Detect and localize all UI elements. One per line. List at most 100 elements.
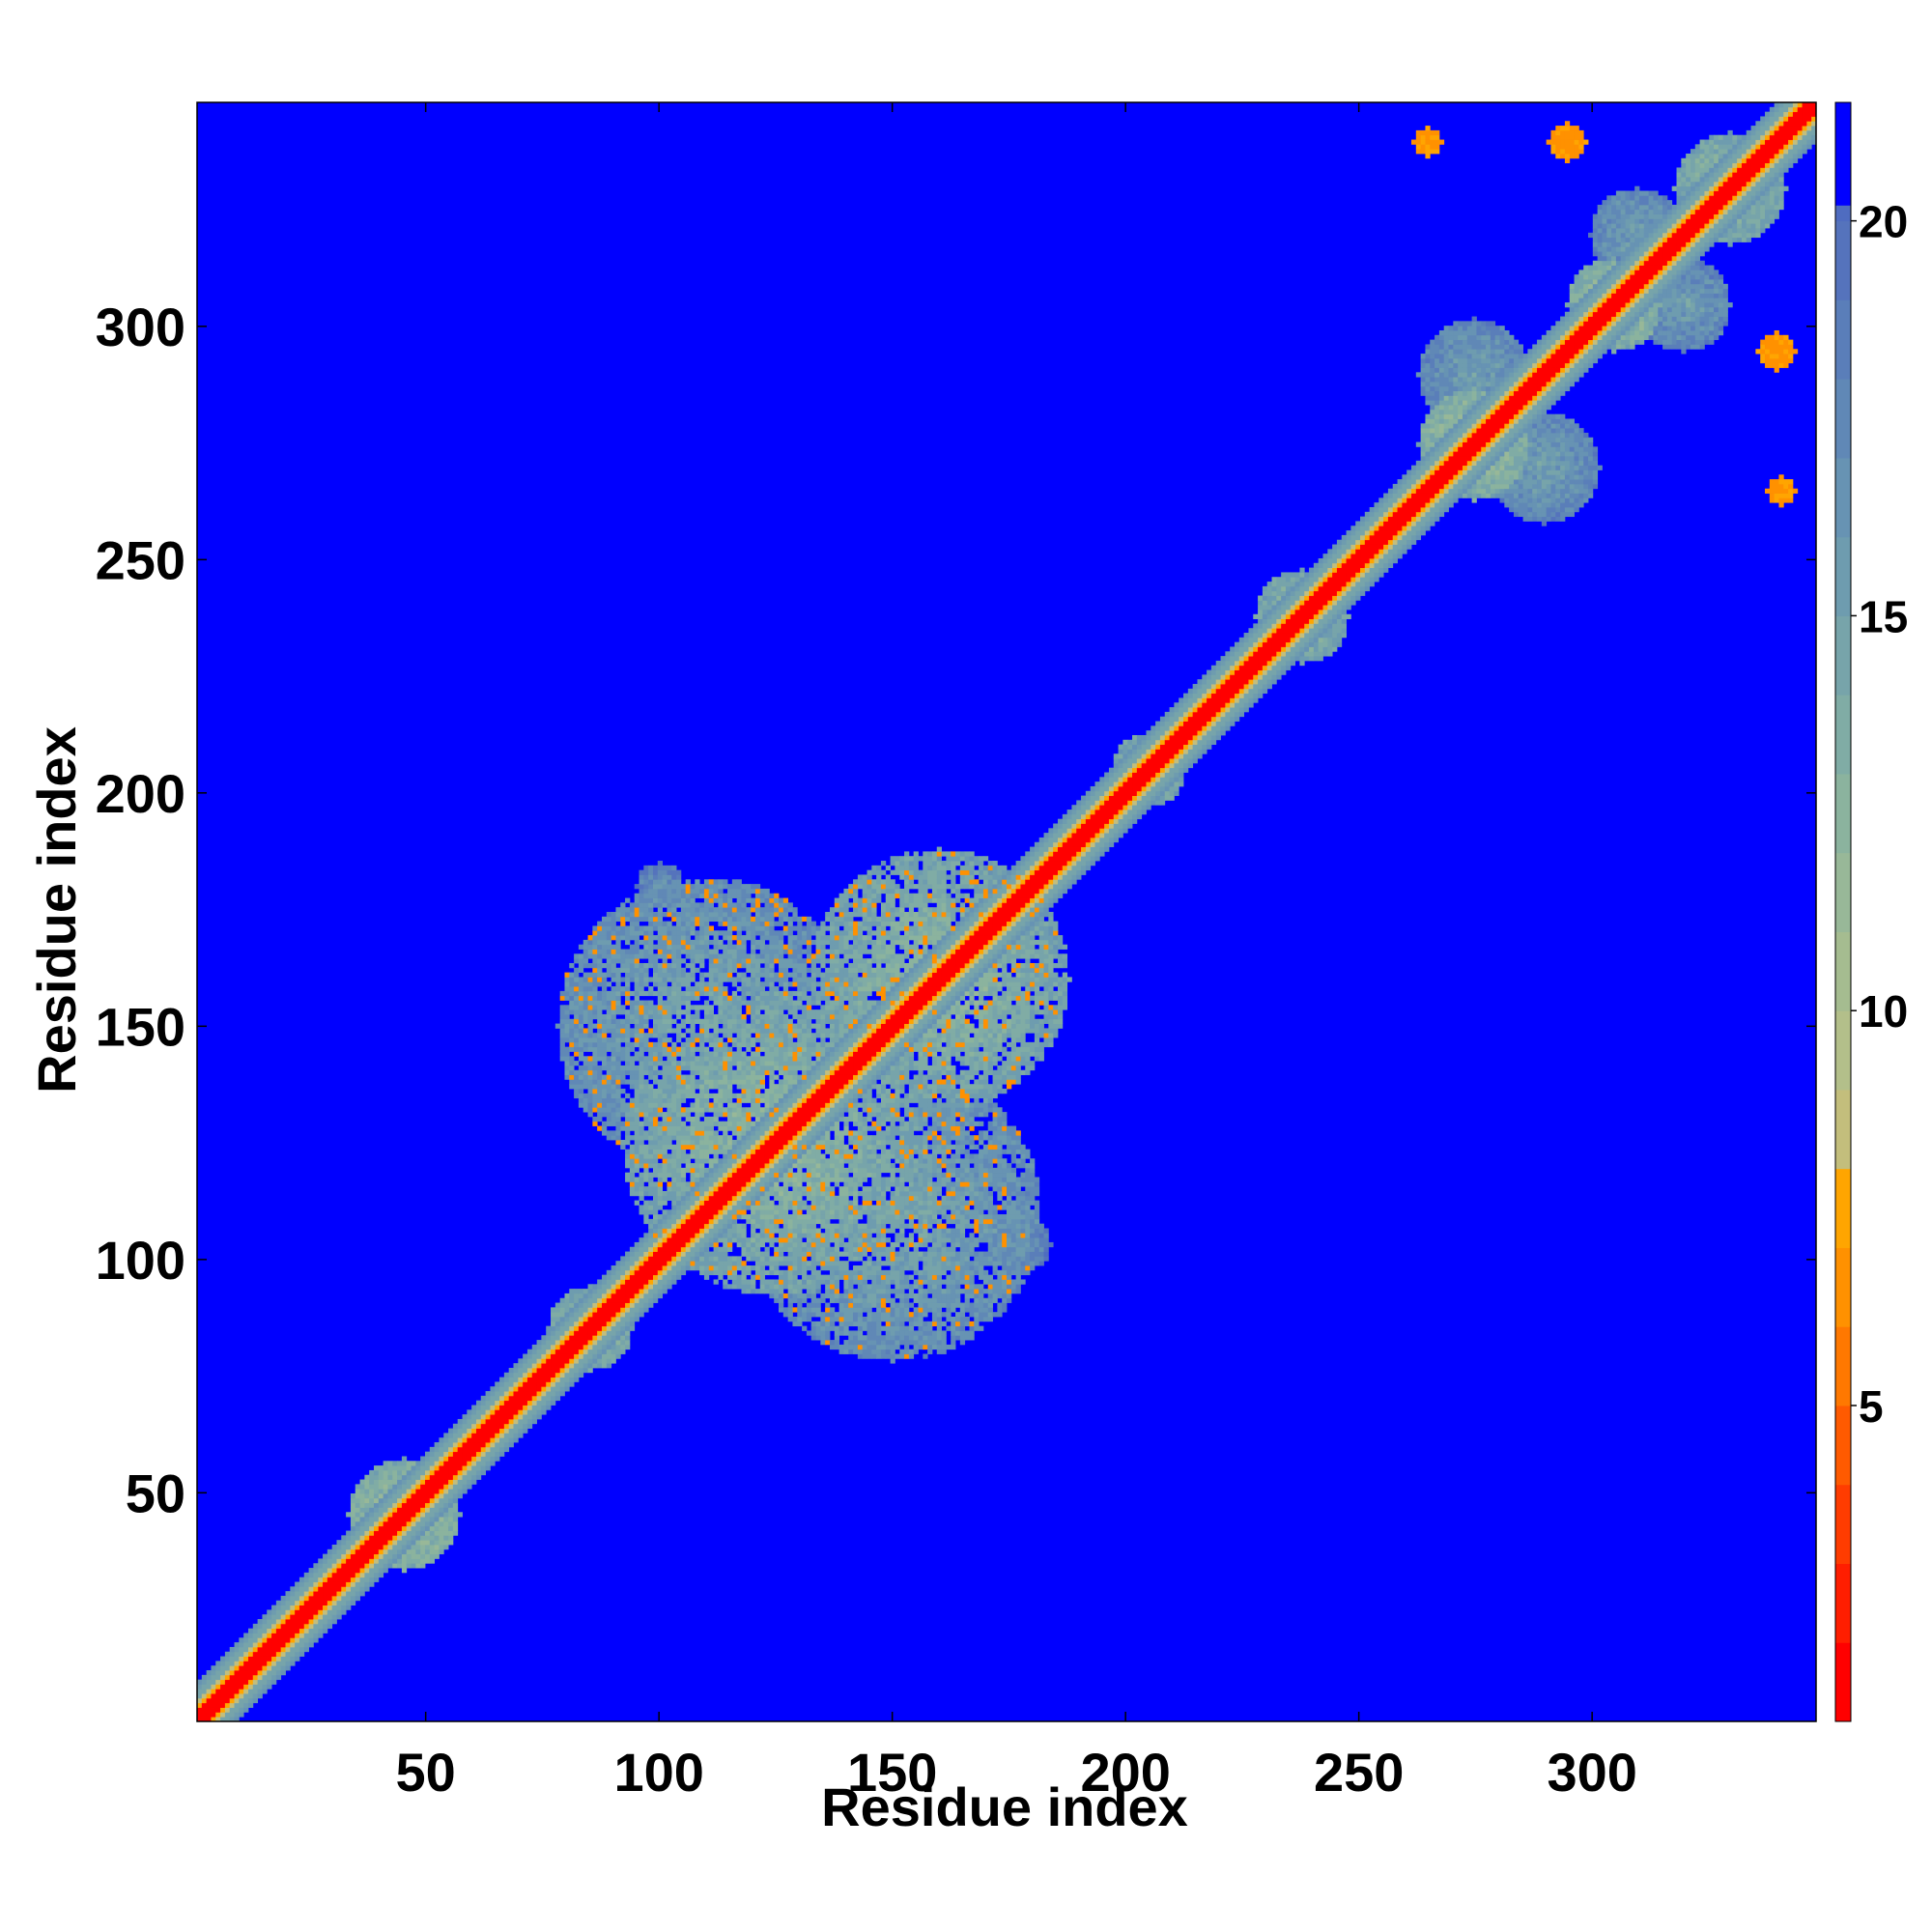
- heatmap-cell: [383, 1558, 388, 1564]
- heatmap-cell: [676, 1158, 682, 1164]
- heatmap-cell: [592, 977, 598, 982]
- heatmap-cell: [690, 1149, 696, 1154]
- heatmap-cell: [671, 1256, 677, 1262]
- heatmap-cell: [369, 1497, 375, 1504]
- heatmap-cell: [462, 1489, 468, 1494]
- heatmap-cell: [782, 1089, 789, 1094]
- heatmap-cell: [569, 1317, 575, 1322]
- heatmap-cell: [490, 1442, 496, 1448]
- heatmap-cell: [774, 1093, 780, 1099]
- heatmap-cell: [634, 1144, 639, 1151]
- heatmap-cell: [625, 1051, 631, 1057]
- heatmap-cell: [751, 888, 756, 895]
- heatmap-cell: [462, 1461, 468, 1466]
- heatmap-cell: [652, 1284, 659, 1290]
- heatmap-cell: [723, 1237, 728, 1243]
- heatmap-cell: [611, 1093, 616, 1099]
- heatmap-cell: [648, 1163, 654, 1169]
- heatmap-cell: [676, 893, 682, 898]
- heatmap-cell: [713, 935, 719, 941]
- heatmap-cell: [782, 1000, 789, 1006]
- heatmap-cell: [503, 1400, 510, 1406]
- heatmap-cell: [420, 1558, 426, 1564]
- heatmap-cell: [754, 939, 761, 946]
- heatmap-cell: [708, 1177, 714, 1182]
- heatmap-cell: [569, 1069, 575, 1075]
- heatmap-cell: [708, 981, 714, 987]
- heatmap-cell: [285, 1619, 291, 1625]
- heatmap-cell: [554, 1335, 561, 1341]
- heatmap-cell: [643, 1079, 649, 1085]
- heatmap-cell: [587, 1289, 593, 1294]
- heatmap-cell: [387, 1474, 393, 1480]
- heatmap-cell: [718, 1097, 724, 1103]
- heatmap-cell: [383, 1563, 388, 1569]
- heatmap-cell: [764, 1149, 770, 1154]
- heatmap-cell: [754, 1172, 761, 1178]
- heatmap-cell: [239, 1679, 244, 1685]
- heatmap-cell: [759, 1046, 765, 1052]
- heatmap-cell: [295, 1651, 300, 1657]
- heatmap-cell: [490, 1391, 496, 1397]
- heatmap-cell: [779, 1228, 784, 1234]
- heatmap-cell: [620, 1107, 626, 1113]
- heatmap-cell: [602, 1107, 608, 1113]
- heatmap-cell: [280, 1633, 286, 1638]
- heatmap-cell: [587, 1061, 593, 1066]
- heatmap-cell: [774, 1181, 780, 1187]
- heatmap-cell: [364, 1493, 370, 1499]
- heatmap-cell: [462, 1469, 468, 1476]
- heatmap-cell: [313, 1591, 319, 1597]
- heatmap-cell: [569, 1065, 575, 1071]
- heatmap-cell: [723, 1163, 728, 1169]
- heatmap-cell: [667, 977, 672, 982]
- heatmap-cell: [754, 1200, 761, 1206]
- heatmap-cell: [615, 1056, 621, 1062]
- heatmap-cell: [746, 981, 752, 987]
- heatmap-cell: [295, 1633, 300, 1638]
- heatmap-cell: [690, 1084, 696, 1090]
- heatmap-cell: [429, 1502, 436, 1508]
- heatmap-cell: [671, 939, 677, 946]
- heatmap-cell: [620, 953, 626, 959]
- heatmap-cell: [499, 1391, 505, 1397]
- heatmap-cell: [741, 907, 747, 913]
- heatmap-cell: [252, 1684, 259, 1690]
- heatmap-cell: [429, 1525, 436, 1531]
- heatmap-cell: [499, 1409, 505, 1415]
- heatmap-cell: [606, 1037, 612, 1043]
- heatmap-cell: [643, 949, 649, 954]
- heatmap-cell: [224, 1702, 231, 1708]
- heatmap-cell: [652, 1056, 659, 1062]
- heatmap-cell: [685, 1125, 691, 1131]
- heatmap-cell: [741, 1097, 747, 1103]
- heatmap-cell: [397, 1493, 403, 1499]
- heatmap-cell: [782, 1046, 789, 1052]
- heatmap-cell: [448, 1507, 454, 1513]
- heatmap-cell: [629, 1000, 636, 1006]
- heatmap-cell: [229, 1665, 235, 1671]
- heatmap-cell: [611, 1344, 616, 1350]
- heatmap-cell: [652, 953, 659, 959]
- heatmap-cell: [611, 962, 616, 969]
- heatmap-cell: [774, 1195, 780, 1201]
- heatmap-cell: [667, 1251, 672, 1257]
- heatmap-cell: [746, 1246, 752, 1252]
- heatmap-cell: [662, 977, 668, 982]
- heatmap-cell: [471, 1423, 477, 1429]
- heatmap-cell: [634, 1041, 639, 1048]
- heatmap-cell: [639, 949, 644, 954]
- heatmap-cell: [723, 949, 728, 954]
- heatmap-cell: [680, 1241, 687, 1248]
- heatmap-cell: [387, 1479, 393, 1485]
- heatmap-cell: [723, 1018, 728, 1024]
- heatmap-cell: [667, 1246, 672, 1252]
- heatmap-cell: [411, 1469, 416, 1476]
- heatmap-cell: [620, 1037, 626, 1043]
- heatmap-cell: [779, 1116, 784, 1122]
- heatmap-cell: [620, 1307, 626, 1313]
- heatmap-cell: [713, 1069, 719, 1075]
- heatmap-cell: [387, 1544, 393, 1550]
- heatmap-cell: [620, 1079, 626, 1085]
- heatmap-cell: [764, 1089, 770, 1094]
